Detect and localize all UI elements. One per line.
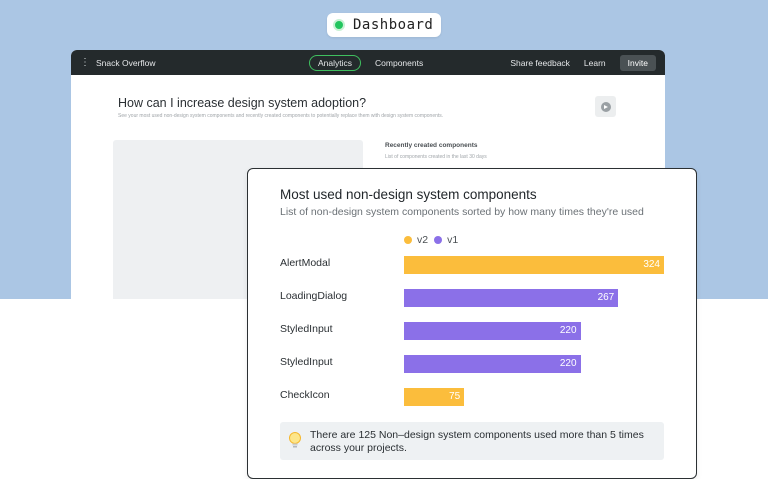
bar-row: StyledInput 220 — [248, 322, 698, 340]
legend-item-v1: v1 — [434, 234, 458, 246]
bar-row: CheckIcon 75 — [248, 388, 698, 406]
bar-category-label: CheckIcon — [280, 389, 330, 401]
bar-category-label: LoadingDialog — [280, 290, 348, 302]
bar-category-label: AlertModal — [280, 257, 331, 269]
legend-label-v2: v2 — [417, 234, 429, 246]
lightbulb-icon — [289, 432, 301, 448]
tab-components[interactable]: Components — [375, 58, 424, 68]
bar-value-label: 267 — [597, 292, 615, 303]
legend-item-v2: v2 — [404, 234, 428, 246]
tab-analytics[interactable]: Analytics — [309, 55, 362, 71]
share-feedback-link[interactable]: Share feedback — [510, 58, 570, 68]
status-dot-icon — [333, 19, 345, 31]
top-nav-bar: ⋮ Snack Overflow Analytics Components Sh… — [71, 50, 665, 75]
bar-category-label: StyledInput — [280, 356, 333, 368]
dashboard-badge: Dashboard — [327, 13, 441, 37]
bar-v2[interactable]: 324 — [404, 256, 664, 274]
recent-components-subtitle: List of components created in the last 3… — [385, 154, 487, 160]
page-title: How can I increase design system adoptio… — [118, 96, 367, 110]
card-subtitle: List of non-design system components sor… — [280, 206, 644, 218]
bar-v1[interactable]: 267 — [404, 289, 619, 307]
insight-callout: There are 125 Non–design system componen… — [280, 422, 664, 460]
bar-value-label: 220 — [559, 325, 577, 336]
legend-label-v1: v1 — [447, 234, 459, 246]
legend-dot-v1 — [434, 236, 443, 244]
bar-value-label: 220 — [559, 358, 577, 369]
invite-button[interactable]: Invite — [619, 55, 656, 71]
bar-value-label: 75 — [449, 391, 461, 402]
bar-value-label: 324 — [643, 259, 660, 270]
dashboard-badge-label: Dashboard — [353, 17, 434, 33]
most-used-components-card: Most used non-design system components L… — [247, 168, 697, 479]
nav-actions: Share feedback Learn Invite — [510, 55, 656, 71]
bar-row: AlertModal 324 — [248, 256, 698, 274]
bar-category-label: StyledInput — [280, 323, 333, 335]
bar-row: LoadingDialog 267 — [248, 289, 698, 307]
bar-v1[interactable]: 220 — [404, 322, 581, 340]
recent-components-title: Recently created components — [385, 142, 478, 149]
insight-text: There are 125 Non–design system componen… — [310, 429, 644, 454]
learn-link[interactable]: Learn — [583, 58, 606, 68]
kebab-menu-icon[interactable]: ⋮ — [80, 57, 90, 68]
page-description: See your most used non-design system com… — [118, 113, 444, 119]
bar-row: StyledInput 220 — [248, 355, 698, 373]
bar-v2[interactable]: 75 — [404, 388, 465, 406]
play-icon — [600, 101, 611, 112]
nav-tabs: Analytics Components — [309, 55, 423, 71]
card-title: Most used non-design system components — [280, 187, 537, 202]
chart-legend: v2 v1 — [404, 234, 458, 246]
bar-v1[interactable]: 220 — [404, 355, 581, 373]
app-name[interactable]: Snack Overflow — [96, 57, 156, 68]
play-video-button[interactable] — [595, 96, 616, 117]
legend-dot-v2 — [404, 236, 412, 244]
